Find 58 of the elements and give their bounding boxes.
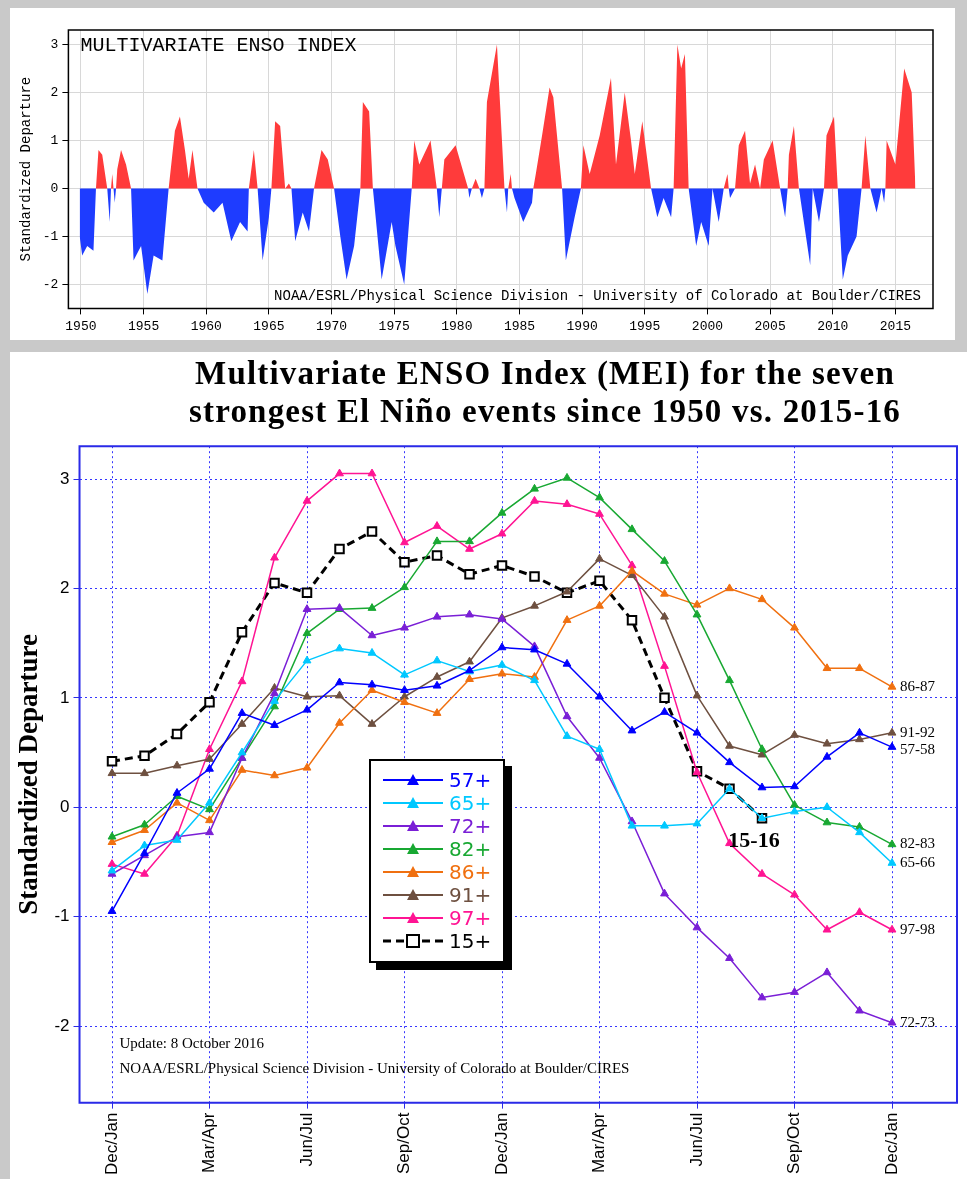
y-tick-label: -2 <box>42 276 59 292</box>
x-tick-label: Jun/Jul <box>296 1112 316 1167</box>
x-tick-label: 1980 <box>441 318 473 334</box>
y-tick-label: 0 <box>60 796 70 816</box>
x-tick-label: Mar/Apr <box>199 1112 219 1174</box>
legend-label: 57+ <box>449 768 492 793</box>
x-tick-label: 1960 <box>190 318 222 334</box>
x-tick-label: Sep/Oct <box>784 1112 804 1175</box>
x-tick-label: 1950 <box>65 318 97 334</box>
y-tick-label: 2 <box>60 578 70 598</box>
y-tick-label: 3 <box>60 468 70 488</box>
x-tick-label: 2000 <box>691 318 724 334</box>
annotation: NOAA/ESRL/Physical Science Division - University of Colorado at Boulder/CIRES <box>119 1059 630 1076</box>
annotation: NOAA/ESRL/Physical Science Division - University of Colorado at Boulder/CIRES <box>274 288 921 305</box>
y-tick-label: 3 <box>50 36 59 52</box>
x-tick-label: Mar/Apr <box>589 1112 609 1174</box>
annotation: 65-66 <box>900 853 936 870</box>
x-tick-label: 1970 <box>315 318 348 334</box>
annotation: Update: 8 October 2016 <box>119 1034 265 1051</box>
x-tick-label: 1995 <box>629 318 661 334</box>
annotation: 97-98 <box>900 920 935 937</box>
x-tick-label: 2015 <box>879 318 912 334</box>
x-tick-label: Sep/Oct <box>394 1112 414 1175</box>
annotation: 91-92 <box>900 723 935 740</box>
y-tick-label: -1 <box>54 906 70 926</box>
y-axis-title: Standardized Departure <box>13 634 44 915</box>
x-tick-label: 1990 <box>566 318 598 334</box>
x-tick-label: 2010 <box>817 318 849 334</box>
x-tick-label: Dec/Jan <box>881 1112 901 1176</box>
annotation: 82-83 <box>900 835 935 852</box>
legend-label: 72+ <box>449 814 492 839</box>
x-tick-label: Dec/Jan <box>491 1112 511 1176</box>
legend-label: 91+ <box>449 883 492 908</box>
x-tick-label: 1965 <box>253 318 285 334</box>
legend-label: 82+ <box>449 837 492 862</box>
annotation: 15-16 <box>728 826 780 852</box>
x-tick-label: 1955 <box>127 318 160 334</box>
x-tick-label: 1975 <box>378 318 410 334</box>
x-tick-label: 1985 <box>503 318 536 334</box>
y-tick-label: 1 <box>60 687 70 707</box>
legend-label: 86+ <box>449 860 492 885</box>
y-tick-label: -2 <box>54 1015 70 1035</box>
y-tick-label: 1 <box>50 132 59 148</box>
annotation: 72-73 <box>900 1013 935 1030</box>
y-tick-label: 2 <box>50 84 59 100</box>
y-axis-title: Standardized Departure <box>18 76 35 262</box>
y-tick-label: 0 <box>50 180 59 196</box>
annotation: 57-58 <box>900 740 935 757</box>
x-tick-label: 2005 <box>754 318 786 334</box>
legend-label: 65+ <box>449 791 492 816</box>
x-tick-label: Jun/Jul <box>686 1112 706 1167</box>
chart-title: MULTIVARIATE ENSO INDEX <box>80 34 357 58</box>
chart-title: Multivariate ENSO Index (MEI) for the seven strongest El Niño events since 1950 vs. 2015-16 <box>187 354 903 431</box>
legend-label: 97+ <box>449 906 492 931</box>
annotation: 86-87 <box>900 677 936 694</box>
y-tick-label: -1 <box>42 228 59 244</box>
legend-label: 15+ <box>449 929 492 954</box>
x-tick-label: Dec/Jan <box>101 1112 121 1176</box>
